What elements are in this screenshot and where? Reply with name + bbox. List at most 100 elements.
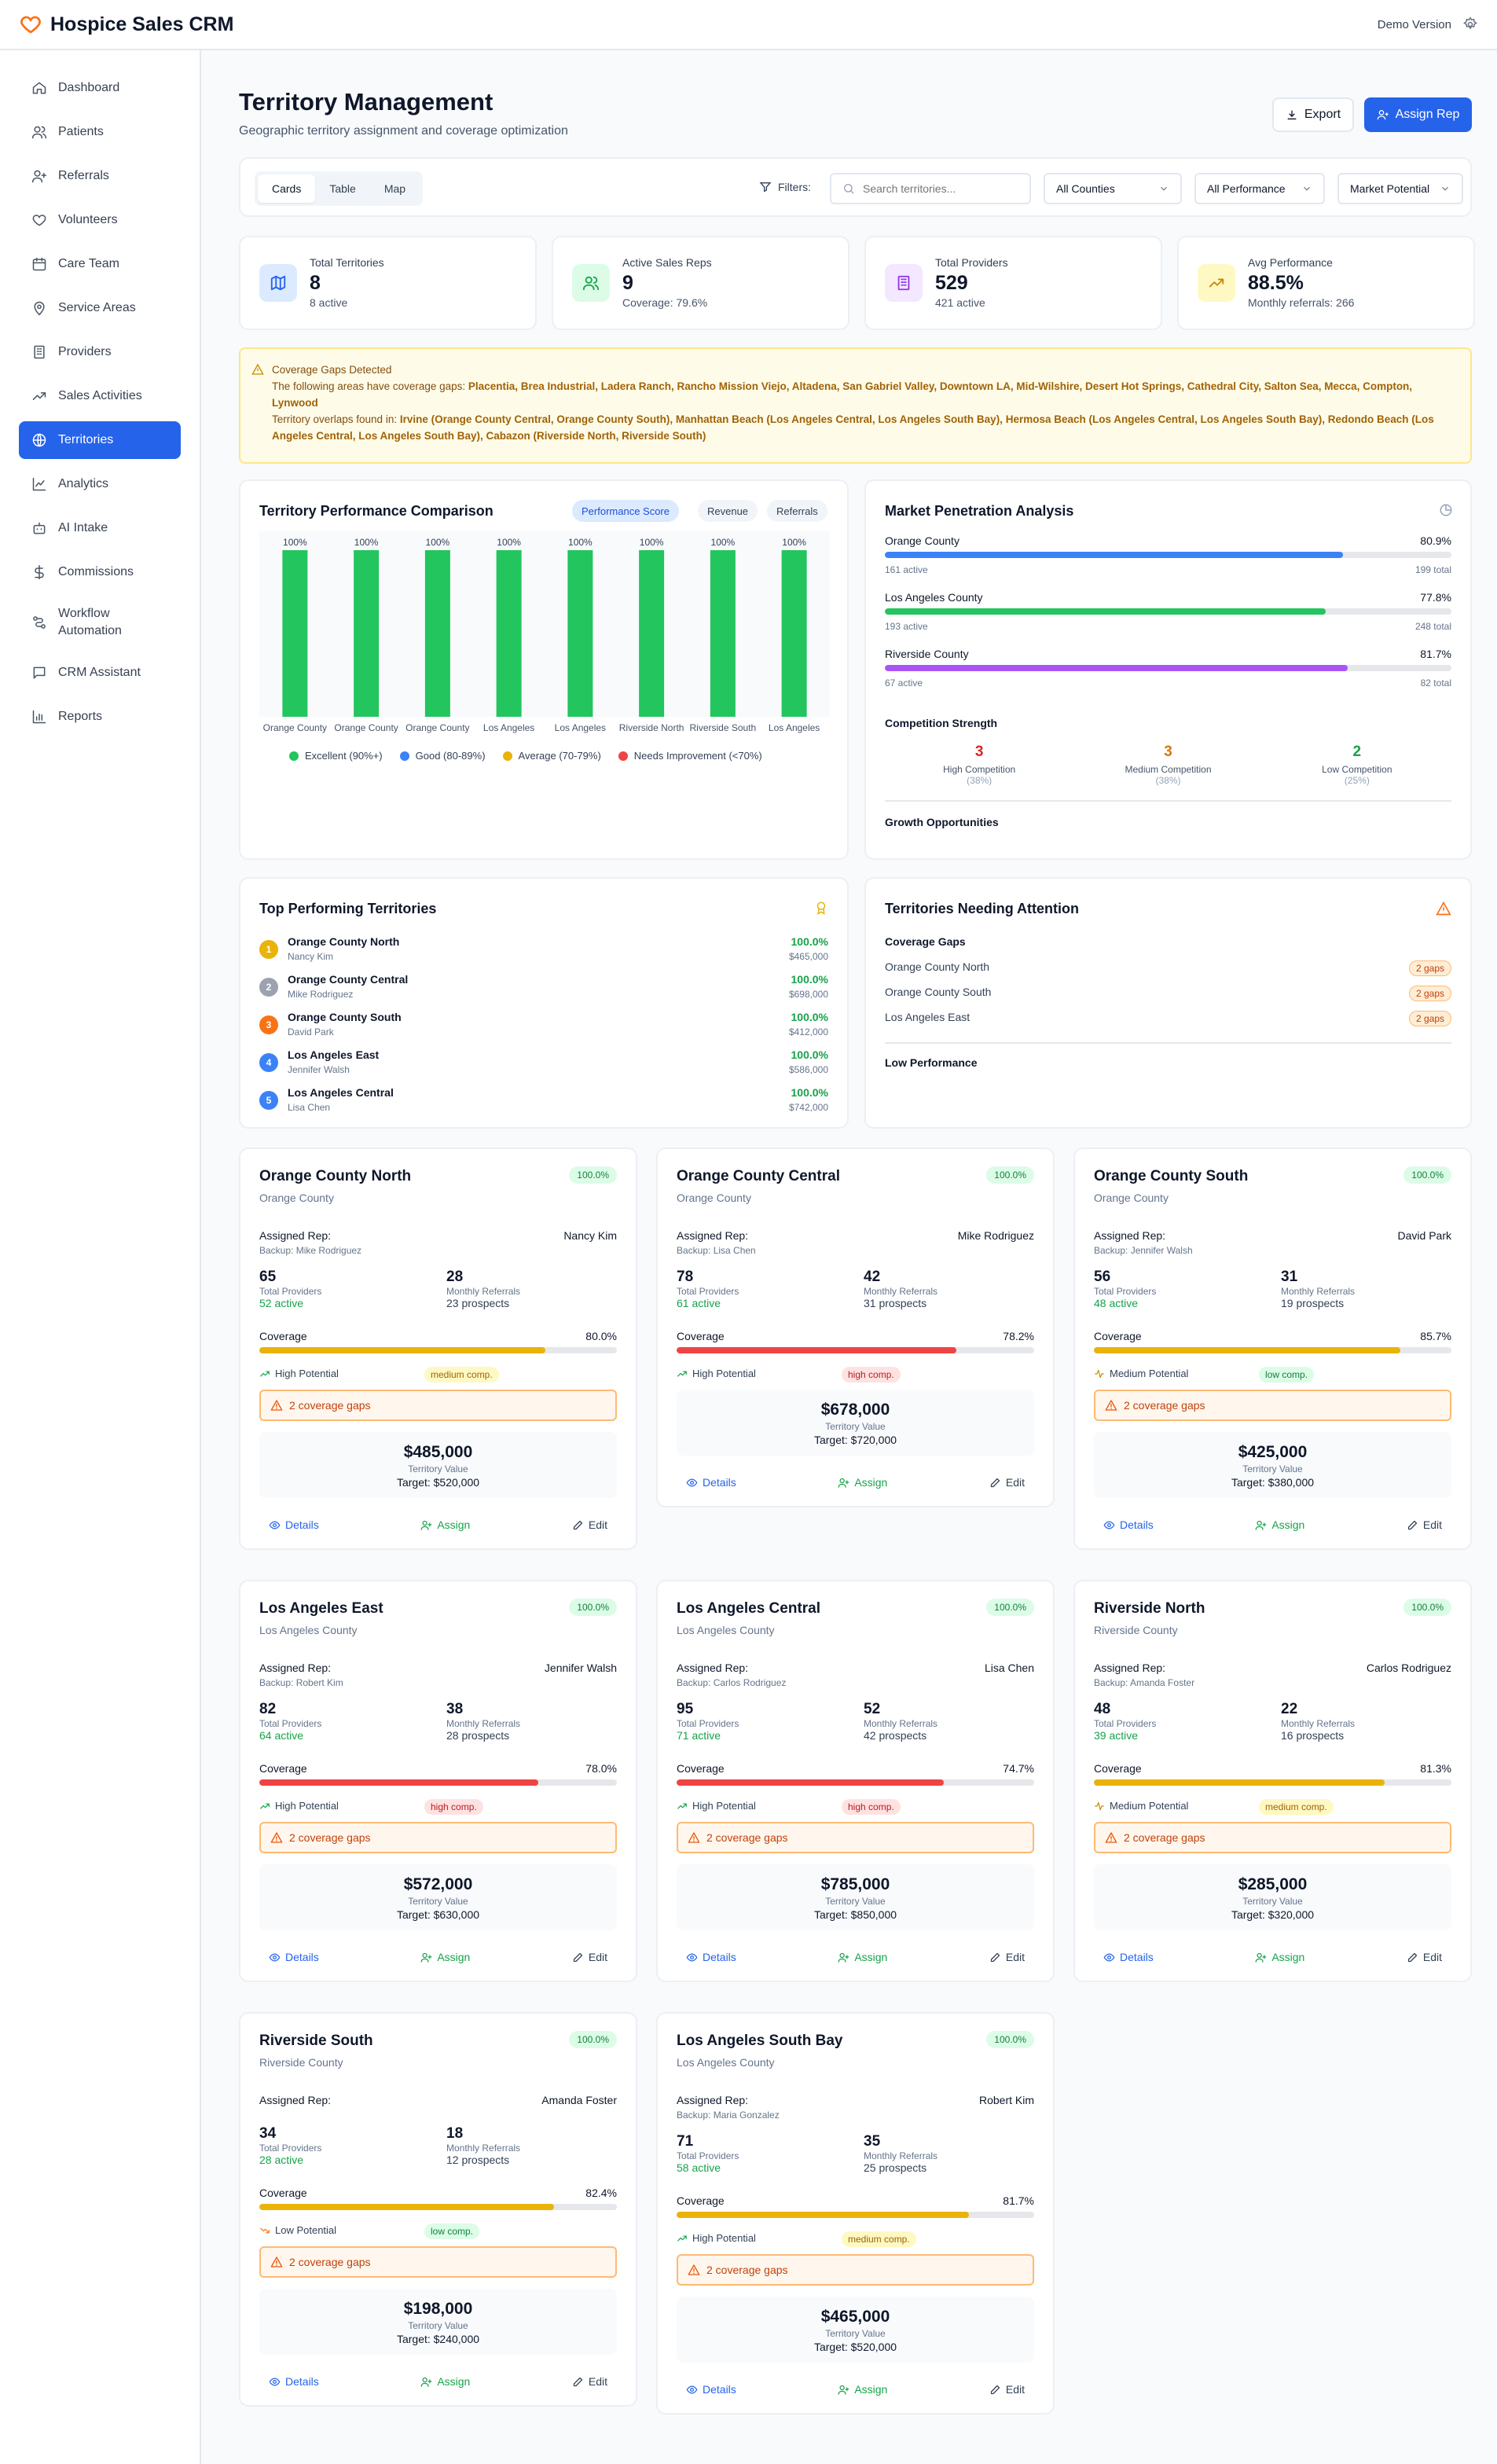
- chart-bar[interactable]: [496, 550, 522, 717]
- territory-card-title[interactable]: Orange County South: [1094, 1168, 1249, 1184]
- details-button[interactable]: Details: [686, 1474, 736, 1490]
- sidebar-item-volunteers[interactable]: Volunteers: [19, 201, 181, 239]
- view-map-tab[interactable]: Map: [383, 182, 406, 195]
- territory-county: Los Angeles County: [677, 2056, 775, 2069]
- territory-name: Orange County South: [885, 986, 992, 998]
- assign-button[interactable]: Assign: [420, 2374, 470, 2389]
- search-input[interactable]: [830, 173, 1031, 204]
- territory-card-title[interactable]: Orange County Central: [677, 1168, 840, 1184]
- chart-bar[interactable]: [282, 550, 308, 717]
- edit-button[interactable]: Edit: [1407, 1949, 1442, 1965]
- coverage-gaps-notice[interactable]: 2 coverage gaps: [259, 1822, 617, 1853]
- coverage-gaps-notice[interactable]: 2 coverage gaps: [677, 1822, 1034, 1853]
- gap-territory-item[interactable]: Orange County North 2 gaps: [885, 960, 1451, 976]
- territory-card-title[interactable]: Los Angeles East: [259, 1600, 383, 1617]
- territory-card-title[interactable]: Los Angeles South Bay: [677, 2033, 843, 2049]
- export-button[interactable]: Export: [1272, 97, 1354, 132]
- sidebar-item-providers[interactable]: Providers: [19, 333, 181, 371]
- penetration-percent: 80.9%: [1420, 534, 1451, 547]
- sidebar-item-dashboard[interactable]: Dashboard: [19, 69, 181, 107]
- territory-card-title[interactable]: Riverside South: [259, 2033, 373, 2049]
- view-table-tab[interactable]: Table: [329, 182, 356, 195]
- sidebar-item-ai-intake[interactable]: AI Intake: [19, 509, 181, 547]
- sidebar-item-workflow-automation[interactable]: Workflow Automation: [19, 597, 181, 648]
- top-territory-item[interactable]: 5 Los Angeles Central Lisa Chen 100.0% $…: [259, 1086, 828, 1118]
- chart-bar[interactable]: [639, 550, 665, 717]
- search-field[interactable]: [863, 182, 1012, 195]
- tab-referrals[interactable]: Referrals: [767, 500, 827, 522]
- performance-badge: 100.0%: [569, 1166, 617, 1184]
- legend-item: Excellent (90%+): [289, 750, 383, 762]
- details-button[interactable]: Details: [1103, 1949, 1154, 1965]
- edit-button[interactable]: Edit: [989, 2381, 1025, 2397]
- assign-button[interactable]: Assign: [838, 2381, 887, 2397]
- legend-label: Needs Improvement (<70%): [633, 750, 762, 762]
- edit-button[interactable]: Edit: [1407, 1517, 1442, 1533]
- coverage-gaps-notice[interactable]: 2 coverage gaps: [259, 2246, 617, 2278]
- sort-select[interactable]: Market Potential: [1337, 173, 1463, 204]
- legend-swatch: [502, 751, 512, 761]
- chart-bar[interactable]: [354, 550, 380, 717]
- view-cards-tab[interactable]: Cards: [258, 174, 316, 203]
- assigned-rep-name: Carlos Rodriguez: [1366, 1662, 1451, 1674]
- edit-button[interactable]: Edit: [989, 1949, 1025, 1965]
- performance-select[interactable]: All Performance: [1194, 173, 1325, 204]
- top-territory-item[interactable]: 2 Orange County Central Mike Rodriguez 1…: [259, 973, 828, 1004]
- territory-card-title[interactable]: Los Angeles Central: [677, 1600, 821, 1617]
- sidebar-item-service-areas[interactable]: Service Areas: [19, 289, 181, 327]
- coverage-gaps-notice[interactable]: 2 coverage gaps: [1094, 1822, 1451, 1853]
- edit-button[interactable]: Edit: [572, 1517, 607, 1533]
- tab-performance-score[interactable]: Performance Score: [572, 500, 679, 522]
- territory-card: Los Angeles South Bay Los Angeles County…: [656, 2012, 1055, 2414]
- sidebar-item-commissions[interactable]: Commissions: [19, 553, 181, 591]
- top-territory-item[interactable]: 1 Orange County North Nancy Kim 100.0% $…: [259, 935, 828, 967]
- territory-card-title[interactable]: Orange County North: [259, 1168, 412, 1184]
- assign-button[interactable]: Assign: [420, 1517, 470, 1533]
- chart-bar[interactable]: [710, 550, 736, 717]
- chart-bar[interactable]: [781, 550, 807, 717]
- sidebar-item-analytics[interactable]: Analytics: [19, 465, 181, 503]
- sidebar-item-referrals[interactable]: Referrals: [19, 157, 181, 195]
- top-territory-item[interactable]: 4 Los Angeles East Jennifer Walsh 100.0%…: [259, 1048, 828, 1080]
- details-button[interactable]: Details: [1103, 1517, 1154, 1533]
- sidebar-item-reports[interactable]: Reports: [19, 698, 181, 736]
- gear-icon[interactable]: [1462, 17, 1478, 32]
- edit-button[interactable]: Edit: [989, 1474, 1025, 1490]
- gap-territory-item[interactable]: Orange County South 2 gaps: [885, 986, 1451, 1001]
- activity-icon: [1094, 1368, 1105, 1379]
- edit-button[interactable]: Edit: [572, 1949, 607, 1965]
- top-territory-item[interactable]: 3 Orange County South David Park 100.0% …: [259, 1011, 828, 1042]
- assign-rep-button[interactable]: Assign Rep: [1364, 97, 1472, 132]
- edit-button[interactable]: Edit: [572, 2374, 607, 2389]
- sidebar-item-territories[interactable]: Territories: [19, 421, 181, 459]
- assign-button[interactable]: Assign: [420, 1949, 470, 1965]
- sidebar-item-care-team[interactable]: Care Team: [19, 245, 181, 283]
- details-button[interactable]: Details: [686, 2381, 736, 2397]
- county-select[interactable]: All Counties: [1044, 173, 1182, 204]
- stat-value: 88.5%: [1248, 272, 1304, 294]
- details-button[interactable]: Details: [269, 1517, 319, 1533]
- details-button[interactable]: Details: [269, 1949, 319, 1965]
- chart-bar[interactable]: [567, 550, 593, 717]
- coverage-gaps-notice[interactable]: 2 coverage gaps: [1094, 1390, 1451, 1421]
- assign-button[interactable]: Assign: [1255, 1949, 1304, 1965]
- details-button[interactable]: Details: [269, 2374, 319, 2389]
- edit-icon: [989, 1477, 1001, 1489]
- sidebar-item-crm-assistant[interactable]: CRM Assistant: [19, 654, 181, 692]
- assign-button[interactable]: Assign: [838, 1949, 887, 1965]
- tab-revenue[interactable]: Revenue: [698, 500, 758, 522]
- market-potential: High Potential: [677, 1800, 756, 1812]
- territory-name: Orange County South: [288, 1011, 402, 1023]
- chart-bar[interactable]: [424, 550, 450, 717]
- details-button[interactable]: Details: [686, 1949, 736, 1965]
- sidebar-item-sales-activities[interactable]: Sales Activities: [19, 377, 181, 415]
- app-logo[interactable]: Hospice Sales CRM: [19, 13, 233, 36]
- sidebar-item-patients[interactable]: Patients: [19, 113, 181, 151]
- coverage-gaps-notice[interactable]: 2 coverage gaps: [677, 2254, 1034, 2286]
- territory-card-title[interactable]: Riverside North: [1094, 1600, 1205, 1617]
- assign-button[interactable]: Assign: [1255, 1517, 1304, 1533]
- coverage-gaps-notice[interactable]: 2 coverage gaps: [259, 1390, 617, 1421]
- gap-territory-item[interactable]: Los Angeles East 2 gaps: [885, 1011, 1451, 1026]
- providers-count: 56: [1094, 1269, 1111, 1285]
- assign-button[interactable]: Assign: [838, 1474, 887, 1490]
